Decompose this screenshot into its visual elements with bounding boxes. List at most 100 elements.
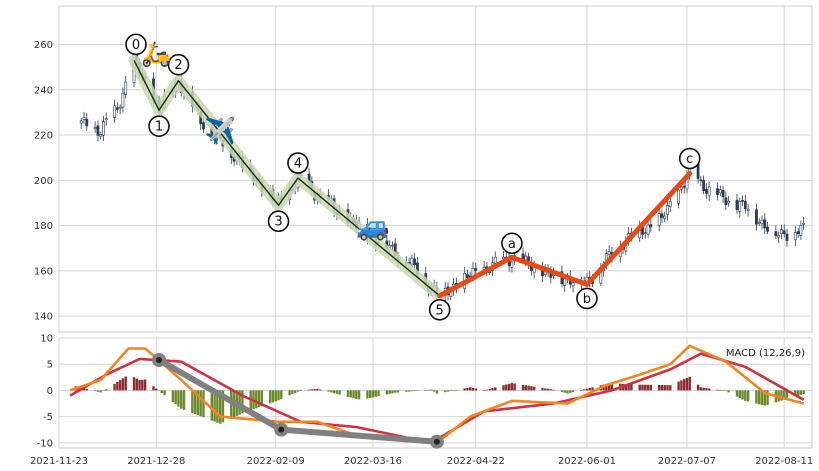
macd-histogram-bar — [163, 390, 166, 396]
xtick-label: 2022-03-16 — [344, 456, 402, 467]
macd-histogram-bar — [277, 390, 280, 401]
price-ytick-label: 140 — [34, 312, 53, 323]
candle-body — [521, 253, 525, 260]
wave-label-text: 2 — [174, 58, 182, 73]
macd-histogram-bar — [177, 390, 180, 407]
macd-histogram-bar — [638, 384, 641, 391]
macd-histogram-bar — [546, 388, 550, 391]
macd-histogram-bar — [221, 390, 225, 423]
macd-histogram-bar — [330, 390, 333, 393]
macd-histogram-bar — [296, 390, 300, 392]
candle-body — [474, 268, 478, 271]
macd-histogram-bar — [521, 384, 525, 391]
macd-histogram-bar — [680, 380, 683, 391]
candle-body — [96, 125, 100, 136]
macd-histogram-bar — [455, 389, 458, 391]
candle-body — [607, 251, 611, 255]
macd-histogram-bar — [299, 390, 302, 391]
candle-body — [796, 231, 800, 235]
macd-histogram-bar — [716, 389, 719, 391]
macd-histogram-bar — [102, 390, 105, 391]
macd-histogram-bar — [566, 390, 569, 394]
macd-histogram-bar — [143, 379, 147, 391]
candle-body — [760, 219, 764, 225]
macd-histogram-bar — [93, 390, 97, 392]
candle-body — [121, 92, 125, 108]
candle-body — [79, 120, 83, 124]
xtick-label: 2022-04-22 — [447, 456, 505, 467]
candle-body — [118, 106, 122, 109]
macd-ytick-label: 0 — [47, 386, 53, 397]
candle-body — [85, 118, 89, 127]
macd-histogram-bar — [719, 390, 722, 391]
candle-body — [668, 201, 672, 207]
macd-histogram-bar — [688, 376, 691, 391]
macd-histogram-bar — [288, 390, 291, 396]
macd-histogram-bar — [666, 385, 669, 391]
macd-histogram-bar — [721, 390, 725, 391]
macd-histogram-bar — [682, 379, 686, 391]
macd-histogram-bar — [444, 390, 447, 393]
macd-histogram-bar — [307, 389, 311, 391]
macd-histogram-bar — [424, 390, 427, 391]
macd-histogram-bar — [369, 390, 372, 398]
macd-histogram-bar — [96, 390, 100, 392]
macd-histogram-bar — [388, 390, 391, 394]
candle-body — [113, 105, 116, 118]
macd-histogram-bar — [696, 384, 700, 391]
price-ytick-label: 160 — [34, 266, 53, 277]
price-ytick-label: 180 — [34, 221, 53, 232]
macd-histogram-bar — [705, 388, 708, 391]
candle-body — [563, 278, 567, 286]
macd-histogram-bar — [802, 390, 805, 395]
macd-histogram-bar — [469, 387, 472, 391]
macd-histogram-bar — [255, 390, 258, 409]
car-icon: 🚙 — [356, 211, 390, 242]
macd-histogram-bar — [152, 386, 155, 391]
macd-histogram-bar — [182, 390, 186, 410]
macd-histogram-bar — [132, 377, 136, 391]
macd-histogram-bar — [485, 389, 489, 391]
candle-body — [410, 257, 414, 265]
macd-histogram-bar — [505, 384, 508, 391]
macd-histogram-bar — [260, 390, 264, 407]
macd-histogram-bar — [446, 390, 450, 392]
macd-histogram-bar — [157, 390, 161, 391]
wave-label-text: c — [686, 152, 693, 167]
candle-body — [782, 230, 786, 235]
macd-histogram-bar — [766, 390, 769, 405]
macd-histogram-bar — [199, 390, 202, 417]
macd-histogram-bar — [474, 388, 477, 391]
wave-label-circle — [287, 152, 309, 174]
airplane-icon: ✈️ — [204, 115, 236, 147]
candle-body — [524, 255, 528, 261]
candle-body — [99, 134, 103, 137]
macd-histogram-bar — [607, 383, 611, 391]
candle-body — [705, 189, 708, 194]
macd-histogram-bar — [391, 390, 394, 394]
divergence-marker-dot — [156, 357, 163, 363]
candle-body — [793, 231, 797, 241]
macd-histogram-bar — [116, 382, 119, 391]
candle-body — [707, 186, 711, 196]
macd-histogram-bar — [160, 390, 164, 394]
macd-histogram-bar — [549, 389, 553, 391]
macd-ytick-label: -5 — [43, 412, 53, 423]
macd-histogram-bar — [191, 390, 194, 413]
candle-body — [721, 189, 725, 198]
macd-histogram-bar — [630, 384, 633, 391]
candle-body — [677, 189, 681, 204]
candle-body — [391, 244, 394, 247]
macd-histogram-bar — [407, 390, 411, 392]
macd-histogram-bar — [646, 384, 650, 391]
macd-histogram-bar — [727, 390, 730, 393]
candle-body — [104, 118, 108, 121]
macd-histogram-bar — [332, 390, 336, 394]
macd-histogram-bar — [510, 383, 514, 391]
macd-histogram-bar — [138, 379, 141, 391]
macd-histogram-bar — [494, 387, 497, 391]
macd-histogram-bar — [580, 390, 583, 391]
macd-histogram-bar — [780, 390, 783, 401]
macd-histogram-bar — [118, 380, 122, 391]
wave-label-circle — [267, 210, 290, 233]
